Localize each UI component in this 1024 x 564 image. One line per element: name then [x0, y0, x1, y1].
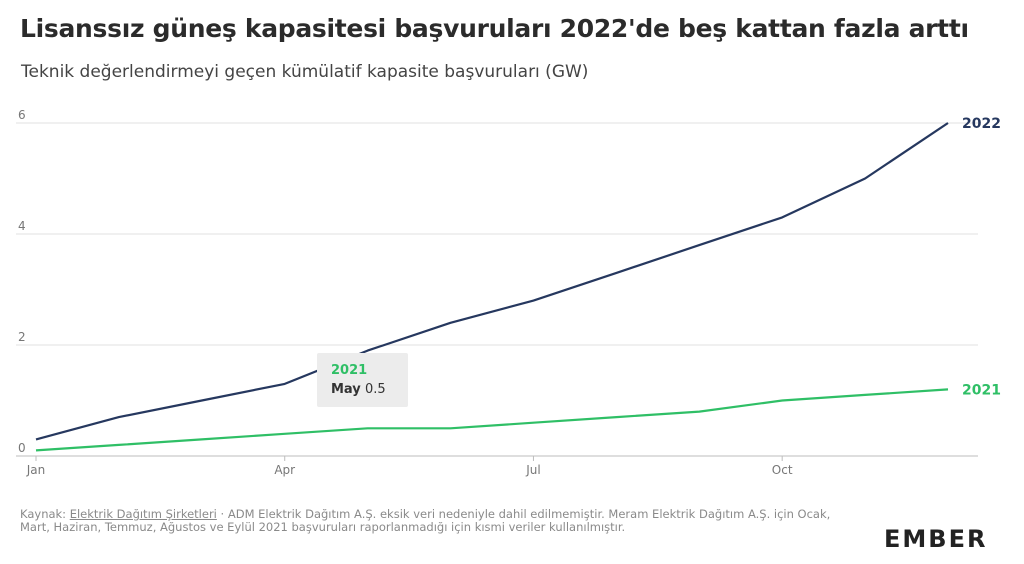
x-tick-label: Jul [525, 463, 540, 477]
line-chart: 0 2 4 6 Jan Apr Jul Oct 2022 2021 [16, 108, 1001, 477]
series-label-2021: 2021 [962, 382, 1001, 398]
series-line-2022 [35, 122, 949, 441]
y-tick-label: 2 [18, 330, 26, 344]
x-tick-label: Jan [26, 463, 46, 477]
ember-logo: EMBER [884, 525, 988, 553]
data-tooltip: 2021 May 0.5 [317, 353, 408, 407]
tooltip-value: 0.5 [364, 382, 386, 397]
x-tick-label: Apr [274, 463, 295, 477]
chart-title: Lisanssız güneş kapasitesi başvuruları 2… [20, 14, 969, 43]
tooltip-category: May [331, 382, 361, 397]
chart-subtitle: Teknik değerlendirmeyi geçen kümülatif k… [21, 62, 589, 82]
y-tick-label: 0 [18, 441, 26, 455]
tooltip-row: May 0.5 [331, 382, 386, 397]
y-tick-label: 4 [18, 219, 26, 233]
source-link[interactable]: Elektrik Dağıtım Şirketleri [69, 507, 217, 521]
source-note: Kaynak: Elektrik Dağıtım Şirketleri · AD… [20, 508, 840, 534]
y-tick-label: 6 [18, 108, 26, 122]
series-line-2021 [35, 388, 949, 452]
x-tick-label: Oct [772, 463, 793, 477]
tooltip-series: 2021 [331, 363, 368, 378]
source-prefix: Kaynak: [20, 507, 70, 521]
source-text: · ADM Elektrik Dağıtım A.Ş. eksik veri n… [20, 507, 831, 534]
series-label-2022: 2022 [962, 116, 1001, 132]
